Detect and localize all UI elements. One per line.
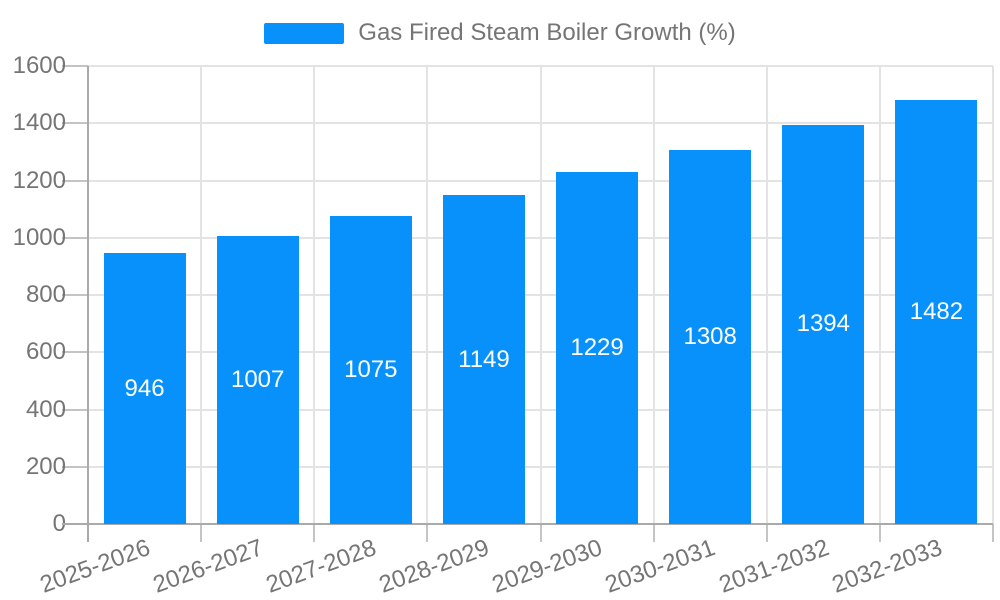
- bar[interactable]: 1149: [442, 195, 525, 524]
- bar-value-label: 1229: [570, 334, 624, 362]
- x-gridline: [200, 66, 203, 524]
- y-axis-tick: [62, 65, 88, 67]
- x-axis-tick: [878, 524, 881, 542]
- y-axis-label: 1200: [12, 166, 66, 194]
- y-axis-tick: [62, 465, 88, 468]
- y-axis-tick: [62, 351, 88, 354]
- y-axis-tick: [62, 294, 88, 296]
- x-axis-label: 2030-2031: [601, 534, 720, 599]
- x-gridline: [652, 66, 655, 524]
- y-axis-label: 1600: [12, 52, 66, 79]
- y-axis-label: 200: [25, 452, 66, 480]
- x-axis-tick: [539, 524, 542, 542]
- bar-value-label: 946: [124, 374, 165, 402]
- y-axis-line: [87, 66, 89, 542]
- y-axis-label: 1000: [12, 223, 66, 251]
- x-gridline: [765, 66, 768, 524]
- bar[interactable]: 1482: [895, 99, 978, 524]
- y-axis-label: 800: [25, 281, 66, 308]
- y-axis-tick: [62, 236, 88, 239]
- x-axis-label: 2025-2026: [36, 534, 154, 599]
- x-axis-line: [62, 523, 993, 525]
- y-axis-tick: [62, 179, 88, 182]
- bar[interactable]: 1394: [782, 124, 865, 524]
- x-axis-tick: [313, 524, 316, 542]
- x-axis-label: 2032-2033: [828, 534, 946, 599]
- x-gridline: [539, 66, 542, 524]
- legend-item[interactable]: Gas Fired Steam Boiler Growth (%): [0, 16, 1000, 50]
- legend-swatch: [264, 22, 345, 44]
- y-axis-label: 1400: [12, 109, 66, 137]
- bar[interactable]: 1075: [329, 216, 412, 524]
- x-axis-label: 2031-2032: [715, 534, 833, 599]
- bar[interactable]: 1007: [216, 235, 299, 524]
- bar[interactable]: 946: [103, 253, 186, 524]
- legend-label: Gas Fired Steam Boiler Growth (%): [358, 19, 736, 46]
- x-axis-tick: [426, 524, 429, 542]
- y-axis-tick: [62, 122, 88, 125]
- y-axis-label: 600: [25, 338, 66, 366]
- x-axis-label: 2026-2027: [149, 534, 267, 599]
- bar[interactable]: 1308: [669, 149, 752, 524]
- x-gridline: [313, 66, 316, 524]
- x-axis-tick: [652, 524, 655, 542]
- x-axis-tick: [765, 524, 768, 542]
- x-axis-label: 2027-2028: [262, 534, 380, 599]
- x-axis-label: 2029-2030: [488, 534, 606, 599]
- bar-value-label: 1482: [909, 297, 964, 325]
- x-gridline: [992, 66, 994, 524]
- bar-value-label: 1394: [796, 310, 850, 338]
- x-gridline: [426, 66, 429, 524]
- x-gridline: [878, 66, 881, 524]
- y-axis-tick: [62, 408, 88, 411]
- x-axis-tick: [200, 524, 203, 542]
- bar-value-label: 1308: [683, 322, 737, 350]
- x-axis-tick: [992, 524, 994, 542]
- bar[interactable]: 1229: [556, 172, 639, 524]
- y-axis-label: 0: [52, 510, 66, 537]
- bar-value-label: 1149: [458, 345, 510, 373]
- x-axis-label: 2028-2029: [375, 534, 493, 599]
- y-axis-label: 400: [25, 395, 66, 423]
- bar-value-label: 1007: [230, 365, 285, 393]
- bar-value-label: 1075: [344, 356, 398, 384]
